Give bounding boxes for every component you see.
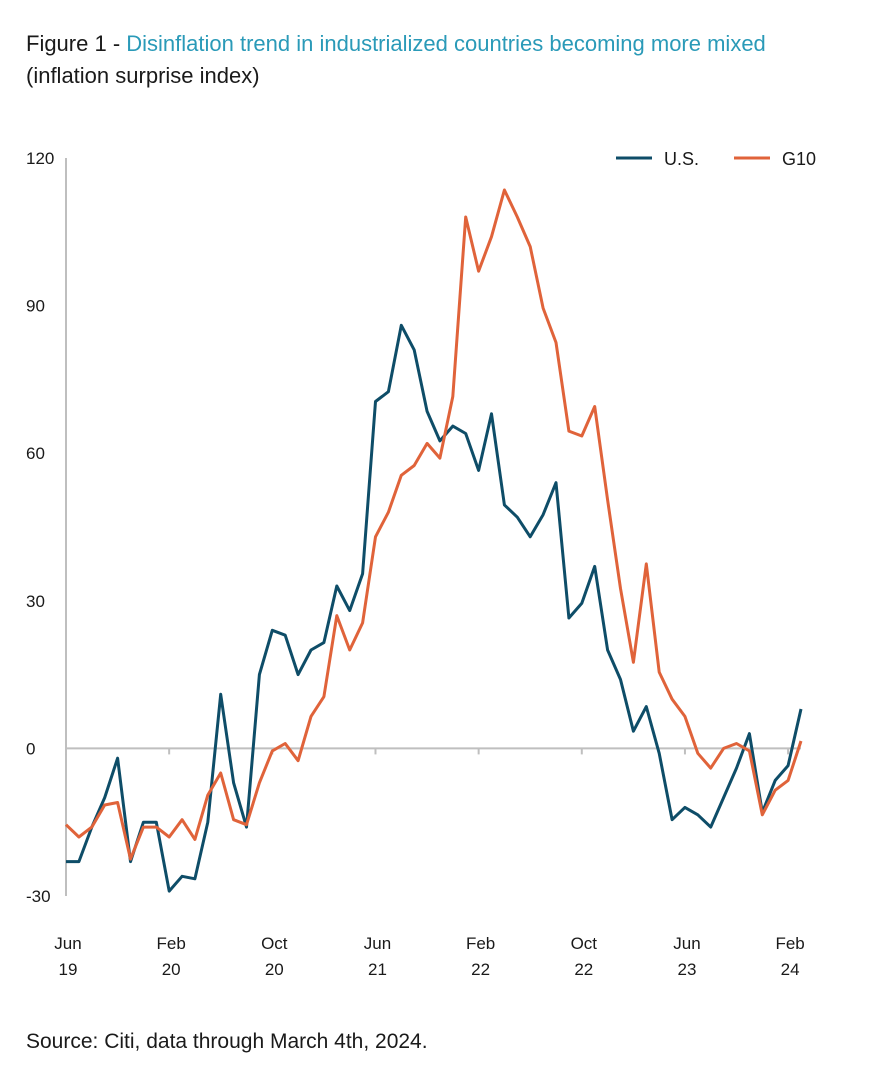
x-tick-label-year: 24 [781,960,800,979]
subtitle-text: (inflation surprise index) [26,63,260,88]
figure-label: Figure 1 - [26,31,127,56]
source-note: Source: Citi, data through March 4th, 20… [26,1030,428,1053]
x-tick-label: Oct [261,934,288,953]
y-tick-label: 60 [26,444,45,463]
x-tick-label-year: 19 [59,960,78,979]
x-tick-label-year: 22 [574,960,593,979]
x-tick-label-year: 20 [162,960,181,979]
series-line-g10 [64,188,803,861]
x-tick-label: Feb [466,934,495,953]
series-lines [64,188,803,893]
y-tick-label: 0 [26,739,35,758]
y-tick-label: -30 [26,887,51,906]
y-axis-ticks: -30 0 30 60 90 120 [26,149,54,906]
x-tick-label-year: 23 [677,960,696,979]
x-tick-label-year: 22 [471,960,490,979]
x-tick-label: Jun [673,934,700,953]
chart-title: Figure 1 - Disinflation trend in industr… [26,28,846,92]
axes [65,158,801,896]
chart-svg: -30 0 30 60 90 120 Jun 19 Feb 20 Oct 20 Jun 21 Feb 22 O… [26,149,816,979]
x-tick-label: Feb [157,934,186,953]
x-tick-label-year: 20 [265,960,284,979]
x-tick-label: Jun [54,934,81,953]
series-line-us [66,323,803,893]
legend-label: G10 [782,149,816,169]
y-tick-label: 120 [26,149,54,168]
x-axis-ticks: Jun 19 Feb 20 Oct 20 Jun 21 Feb 22 Oct 22 Jun 23 Feb 24 [54,748,805,979]
x-tick-label: Jun [364,934,391,953]
x-tick-label: Feb [775,934,804,953]
legend-label: U.S. [664,149,699,169]
x-tick-label-year: 21 [368,960,387,979]
y-tick-label: 30 [26,592,45,611]
legend: U.S. G10 [616,149,816,169]
title-text: Disinflation trend in industrialized cou… [126,31,766,56]
x-tick-label: Oct [571,934,598,953]
y-tick-label: 90 [26,297,45,316]
